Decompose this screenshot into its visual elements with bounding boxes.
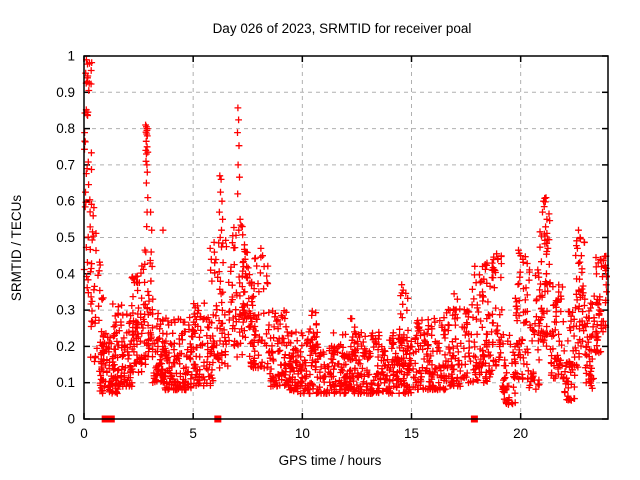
chart-title: Day 026 of 2023, SRMTID for receiver poa… <box>213 21 472 36</box>
x-tick-label: 5 <box>189 426 197 441</box>
y-tick-label: 0.8 <box>56 121 75 136</box>
y-tick-label: 0.9 <box>56 85 75 100</box>
y-tick-label: 0.2 <box>56 339 75 354</box>
tick-labels: 0 5 10 15 20 0 0.1 0.2 0.3 0.4 0.5 0.6 0.7 0.8 0.9 1 <box>56 49 528 442</box>
y-tick-label: 0 <box>67 412 75 427</box>
y-axis-label: SRMTID / TECUs <box>9 195 24 302</box>
y-tick-label: 0.6 <box>56 194 75 209</box>
x-tick-label: 10 <box>295 426 310 441</box>
y-tick-label: 0.5 <box>56 230 75 245</box>
x-axis-label: GPS time / hours <box>279 453 382 468</box>
y-tick-label: 0.3 <box>56 303 75 318</box>
x-tick-label: 15 <box>404 426 419 441</box>
y-tick-label: 1 <box>67 49 75 64</box>
data-points <box>80 56 610 423</box>
y-tick-label: 0.1 <box>56 375 75 390</box>
x-tick-label: 20 <box>513 426 528 441</box>
x-tick-label: 0 <box>80 426 88 441</box>
y-tick-label: 0.7 <box>56 157 75 172</box>
plot-border <box>83 55 609 420</box>
y-tick-label: 0.4 <box>56 266 75 281</box>
